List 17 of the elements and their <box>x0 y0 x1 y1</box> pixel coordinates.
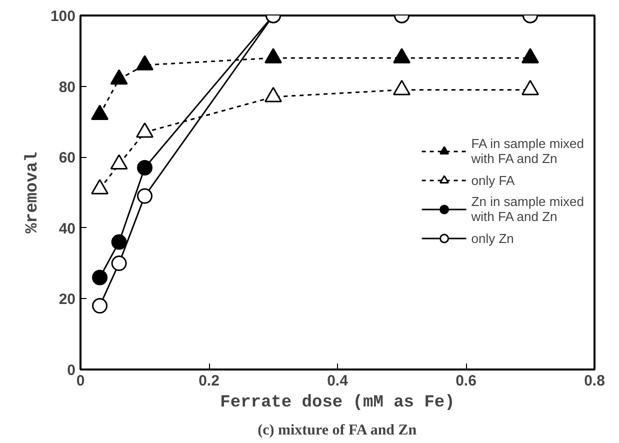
legend-label: only FA <box>471 172 515 188</box>
x-axis-title: Ferrate dose (mM as Fe) <box>220 394 455 412</box>
legend-label: Zn in sample mixed with FA and Zn <box>471 194 584 224</box>
y-tick-label: 40 <box>58 220 76 238</box>
y-axis-title: %removal <box>23 152 42 234</box>
y-tick-label: 60 <box>58 150 76 167</box>
x-tick-label: 0.2 <box>198 372 220 390</box>
y-tick-label: 80 <box>58 78 76 96</box>
y-tick-label: 0 <box>67 362 76 379</box>
x-tick-label: 0.6 <box>456 372 476 390</box>
x-tick-label: 0.4 <box>327 372 349 390</box>
text: (c) mixture of FA and Zn <box>258 422 418 438</box>
x-tick-label: 0.8 <box>584 372 605 390</box>
y-tick-label: 20 <box>58 291 76 308</box>
legend-label: only Zn <box>471 230 514 246</box>
legend-label: FA in sample mixed with FA and Zn <box>471 136 584 166</box>
y-tick-label: 100 <box>50 8 76 25</box>
